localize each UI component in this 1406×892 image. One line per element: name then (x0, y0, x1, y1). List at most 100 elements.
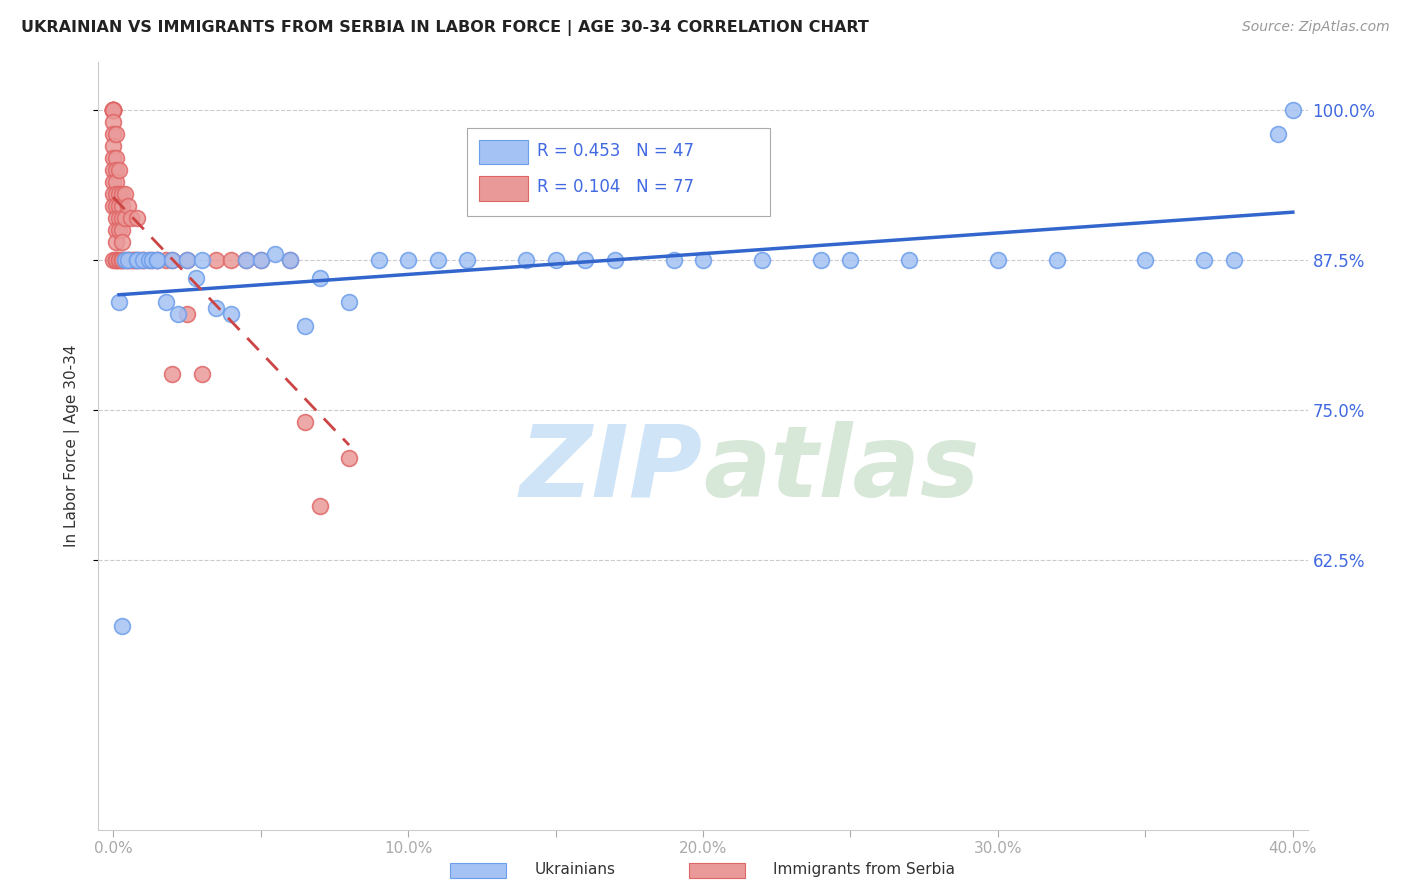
Point (108, 211, 131, 226)
Bar (479, 140, 527, 164)
Point (155, 253, 177, 268)
Point (176, 307, 198, 321)
Point (235, 253, 257, 268)
Point (160, 253, 183, 268)
Point (146, 253, 169, 268)
Point (131, 253, 153, 268)
Text: R = 0.453   N = 47: R = 0.453 N = 47 (537, 142, 695, 160)
Point (101, 103, 124, 118)
Point (111, 253, 134, 268)
Point (101, 103, 124, 118)
Point (190, 253, 212, 268)
Point (810, 253, 832, 268)
Point (1223, 253, 1246, 268)
Point (692, 253, 714, 268)
Point (101, 253, 124, 268)
Point (111, 253, 134, 268)
Point (105, 235, 128, 250)
Point (1046, 253, 1069, 268)
Point (114, 187, 136, 202)
Point (155, 295, 177, 310)
Point (108, 253, 131, 268)
Point (108, 253, 131, 268)
Point (219, 253, 242, 268)
Point (111, 199, 134, 213)
Point (128, 253, 150, 268)
Bar (479, 176, 527, 201)
Point (278, 253, 301, 268)
Point (105, 152, 128, 166)
Point (101, 163, 124, 178)
FancyBboxPatch shape (467, 128, 769, 216)
Point (105, 163, 128, 178)
Point (751, 253, 773, 268)
Text: Ukrainians: Ukrainians (534, 863, 616, 877)
Point (1194, 253, 1216, 268)
Point (167, 307, 190, 321)
Text: atlas: atlas (703, 420, 980, 517)
Point (111, 223, 134, 237)
Point (141, 253, 163, 268)
Point (101, 199, 124, 213)
Point (544, 253, 567, 268)
Point (1135, 253, 1157, 268)
Point (101, 103, 124, 118)
Point (987, 253, 1010, 268)
Point (105, 199, 128, 213)
Point (219, 307, 242, 321)
Point (176, 253, 198, 268)
Point (101, 139, 124, 153)
Point (105, 187, 128, 202)
Point (131, 253, 153, 268)
Point (117, 199, 139, 213)
Point (122, 253, 145, 268)
Point (111, 187, 134, 202)
Point (108, 187, 131, 202)
Point (308, 271, 330, 285)
Point (101, 103, 124, 118)
Point (105, 253, 128, 268)
Point (141, 253, 163, 268)
Point (235, 253, 257, 268)
Point (111, 619, 134, 633)
Point (125, 253, 148, 268)
Point (111, 253, 134, 268)
Point (101, 103, 124, 118)
Point (138, 253, 160, 268)
Point (114, 253, 136, 268)
Point (131, 253, 153, 268)
Point (101, 103, 124, 118)
Point (367, 253, 389, 268)
Point (101, 175, 124, 189)
Point (160, 367, 183, 381)
Point (105, 253, 128, 268)
Point (264, 247, 287, 261)
Point (426, 253, 449, 268)
Point (294, 415, 316, 429)
Point (105, 128, 128, 142)
Point (108, 199, 131, 213)
Point (190, 367, 212, 381)
Point (574, 253, 596, 268)
Point (120, 253, 142, 268)
Point (176, 253, 198, 268)
Point (101, 128, 124, 142)
Point (184, 271, 207, 285)
Point (205, 301, 228, 315)
Point (146, 253, 169, 268)
Point (117, 253, 139, 268)
Point (603, 253, 626, 268)
Point (294, 319, 316, 334)
Point (120, 211, 142, 226)
Point (117, 253, 139, 268)
Point (117, 253, 139, 268)
Point (1282, 103, 1305, 118)
Point (108, 163, 131, 178)
Point (1267, 128, 1289, 142)
Point (515, 253, 537, 268)
Point (249, 253, 271, 268)
Point (125, 211, 148, 226)
Point (249, 253, 271, 268)
Y-axis label: In Labor Force | Age 30-34: In Labor Force | Age 30-34 (63, 344, 80, 548)
Point (205, 253, 228, 268)
